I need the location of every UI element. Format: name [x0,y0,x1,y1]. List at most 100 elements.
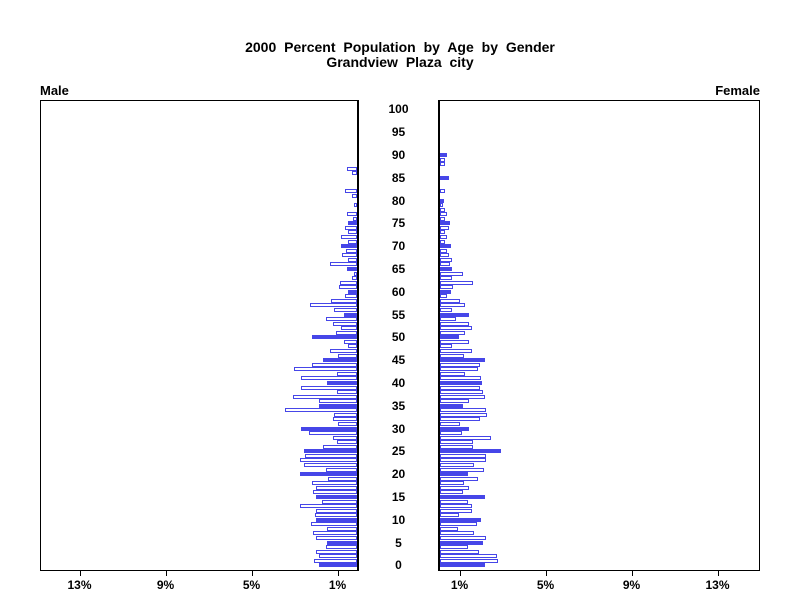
male-bar-age-56 [334,307,357,312]
female-bar-age-80 [440,198,445,203]
female-bars [440,101,759,570]
female-bar-age-19 [440,476,478,481]
male-bar-age-79 [353,203,357,208]
female-bar-age-55 [440,312,469,317]
female-tick-label-13pct: 13% [705,578,730,592]
female-bar-age-48 [440,344,452,349]
female-bar-age-68 [440,253,449,258]
female-bar-age-24 [440,453,487,458]
age-label-95: 95 [391,125,406,140]
female-bar-age-75 [440,221,450,226]
male-tick-13pct [79,571,81,576]
age-label-40: 40 [391,375,406,390]
male-bar-age-63 [351,276,357,280]
male-tick-9pct [165,571,167,576]
female-bar-age-5 [440,540,483,545]
male-bar-age-1 [314,558,357,563]
male-bar-age-30 [301,426,357,431]
female-bar-age-78 [440,207,446,212]
female-bar-age-41 [440,376,481,381]
female-bar-age-26 [440,444,474,449]
female-bar-age-85 [440,175,449,180]
female-bar-age-16 [440,490,463,495]
age-label-45: 45 [391,353,406,368]
female-bar-age-4 [440,545,468,550]
female-bar-age-64 [440,271,463,276]
female-bar-age-34 [440,408,487,413]
male-bar-age-8 [326,526,357,531]
female-tick-1pct [459,571,461,576]
male-bar-age-17 [316,485,357,490]
male-bar-age-62 [339,280,357,285]
female-bar-age-76 [440,216,446,221]
female-bar-age-52 [440,326,473,331]
age-label-50: 50 [391,330,406,345]
male-bar-age-10 [316,517,357,522]
male-bar-age-70 [340,244,357,249]
female-bar-age-73 [440,230,446,235]
male-bar-age-22 [304,463,357,467]
male-bar-age-26 [322,444,357,449]
female-bar-age-23 [440,458,487,463]
female-bar-age-90 [440,152,447,157]
female-bar-age-10 [440,517,481,522]
female-bar-age-71 [440,239,446,244]
female-bar-age-35 [440,403,463,408]
male-bar-age-5 [326,540,357,545]
female-bar-age-61 [440,285,453,290]
male-bar-age-13 [300,504,357,508]
male-bar-age-52 [340,326,357,331]
male-bar-age-34 [285,408,357,413]
male-bar-age-64 [353,271,357,276]
female-bar-age-67 [440,257,452,262]
age-label-90: 90 [391,147,406,162]
male-bar-age-21 [325,467,357,472]
female-bar-age-47 [440,349,473,353]
male-bar-age-42 [336,371,357,376]
male-bar-age-23 [300,458,357,463]
female-bar-age-30 [440,426,469,431]
male-bar-age-66 [330,262,357,267]
male-panel [40,100,359,571]
male-bar-age-27 [336,440,357,445]
age-label-60: 60 [391,284,406,299]
age-label-15: 15 [391,489,406,504]
male-bar-age-0 [319,563,357,568]
age-label-100: 100 [388,102,409,117]
female-bar-age-66 [440,262,450,267]
male-bar-age-44 [311,362,357,367]
female-tick-13pct [717,571,719,576]
female-bar-age-29 [440,431,462,436]
female-bar-age-72 [440,235,447,239]
male-tick-1pct [337,571,339,576]
female-bar-age-70 [440,244,451,249]
female-bar-age-0 [440,563,486,568]
female-panel [438,100,760,571]
male-bars [41,101,357,570]
female-bar-age-31 [440,421,461,426]
female-axis-label: Female [715,83,760,98]
female-bar-age-43 [440,367,478,372]
male-bar-age-53 [333,321,357,326]
male-tick-5pct [251,571,253,576]
male-tick-label-9pct: 9% [156,578,175,592]
age-label-35: 35 [391,398,406,413]
female-bar-age-33 [440,412,488,417]
female-bar-age-79 [440,203,444,208]
female-bar-age-27 [440,440,474,445]
male-bar-age-11 [315,513,357,518]
female-bar-age-15 [440,494,486,499]
female-bar-age-18 [440,481,464,486]
female-bar-age-51 [440,330,465,335]
female-tick-9pct [631,571,633,576]
female-bar-age-58 [440,298,461,303]
female-bar-age-56 [440,307,452,312]
chart-subtitle: Grandview Plaza city [326,54,474,70]
male-bar-age-76 [352,216,357,221]
male-bar-age-74 [345,225,357,230]
male-bar-age-6 [316,535,357,540]
male-tick-label-1pct: 1% [328,578,347,592]
female-bar-age-59 [440,294,447,299]
male-bar-age-4 [325,545,357,550]
male-bar-age-16 [312,490,357,495]
